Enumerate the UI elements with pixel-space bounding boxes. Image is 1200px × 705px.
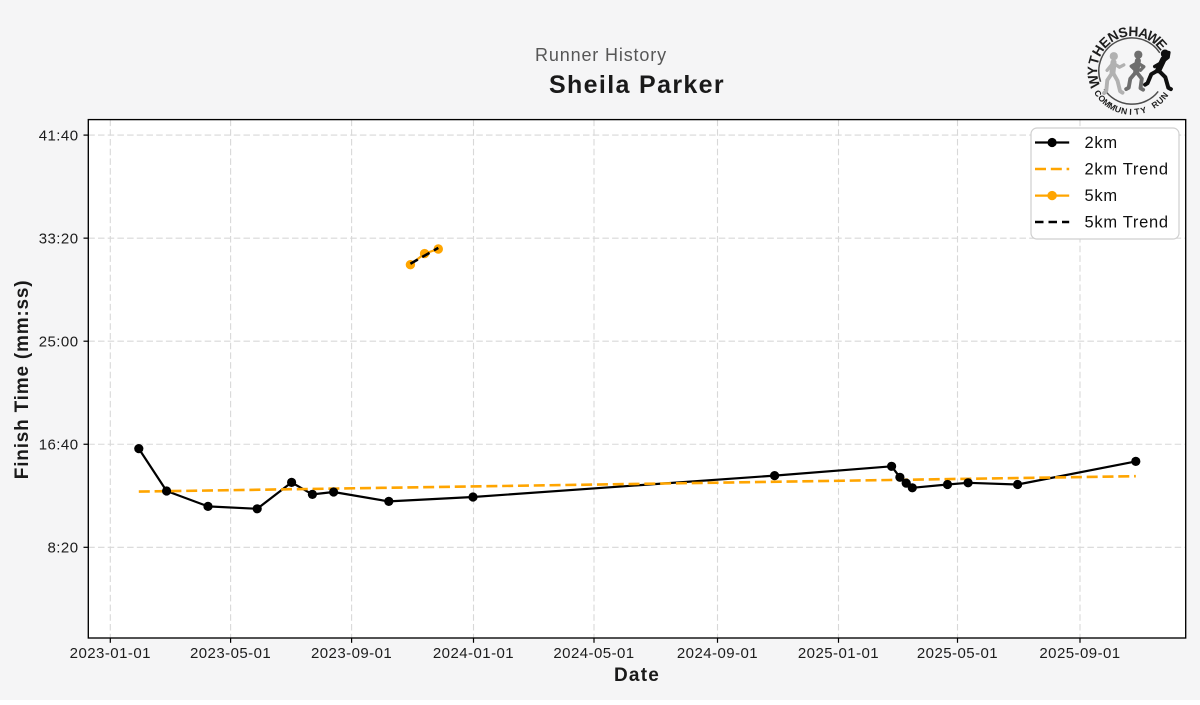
svg-text:R: R: [1150, 98, 1161, 110]
svg-text:C: C: [1092, 88, 1104, 99]
svg-text:Y: Y: [1085, 66, 1100, 75]
svg-text:Runner History: Runner History: [535, 45, 667, 65]
svg-text:T: T: [1134, 106, 1141, 117]
svg-text:I: I: [1129, 107, 1132, 117]
svg-text:2025-01-01: 2025-01-01: [798, 645, 879, 662]
svg-text:U: U: [1113, 104, 1122, 116]
svg-text:M: M: [1101, 97, 1113, 109]
svg-text:A: A: [1137, 25, 1151, 42]
svg-text:M: M: [1106, 100, 1117, 112]
svg-text:33:20: 33:20: [39, 231, 79, 248]
svg-text:H: H: [1128, 24, 1139, 39]
svg-text:41:40: 41:40: [39, 127, 79, 144]
svg-text:2023-09-01: 2023-09-01: [311, 645, 392, 662]
svg-text:2km: 2km: [1085, 134, 1118, 152]
svg-text:2025-05-01: 2025-05-01: [917, 645, 998, 662]
svg-text:5km Trend: 5km Trend: [1085, 214, 1169, 232]
svg-text:Y: Y: [1139, 105, 1148, 116]
svg-text:N: N: [1120, 106, 1128, 117]
svg-text:W: W: [1085, 72, 1103, 89]
svg-text:2km Trend: 2km Trend: [1085, 161, 1169, 179]
svg-text:Finish Time (mm:ss): Finish Time (mm:ss): [12, 280, 33, 480]
svg-text:2024-01-01: 2024-01-01: [433, 645, 514, 662]
svg-text:N: N: [1159, 90, 1171, 101]
svg-text:Sheila Parker: Sheila Parker: [549, 71, 725, 99]
svg-text:2024-05-01: 2024-05-01: [553, 645, 634, 662]
svg-text:16:40: 16:40: [39, 437, 79, 454]
svg-text:U: U: [1154, 95, 1165, 107]
svg-text:Date: Date: [614, 665, 660, 686]
svg-text:2025-09-01: 2025-09-01: [1039, 645, 1120, 662]
svg-text:8:20: 8:20: [48, 540, 79, 557]
svg-text:5km: 5km: [1085, 187, 1118, 205]
svg-text:S: S: [1117, 24, 1129, 41]
svg-text:2023-01-01: 2023-01-01: [70, 645, 151, 662]
svg-text:2023-05-01: 2023-05-01: [190, 645, 271, 662]
svg-text:2024-09-01: 2024-09-01: [677, 645, 758, 662]
svg-text:O: O: [1096, 93, 1108, 105]
svg-text:25:00: 25:00: [39, 334, 79, 351]
